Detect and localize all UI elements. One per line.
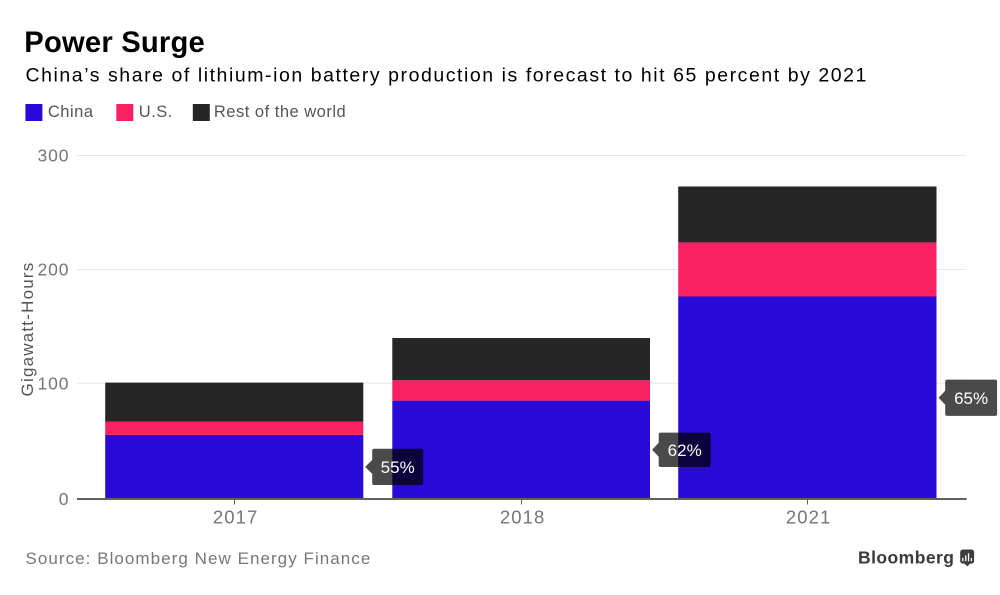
svg-text:2018: 2018 bbox=[500, 507, 546, 528]
svg-text:62%: 62% bbox=[668, 441, 702, 460]
svg-text:U.S.: U.S. bbox=[139, 103, 173, 121]
svg-text:China’s share of lithium-ion b: China’s share of lithium-ion battery pro… bbox=[26, 65, 868, 87]
svg-text:Bloomberg: Bloomberg bbox=[858, 548, 954, 568]
svg-text:0: 0 bbox=[59, 489, 69, 509]
svg-text:2017: 2017 bbox=[213, 507, 259, 528]
svg-text:55%: 55% bbox=[381, 458, 415, 477]
svg-text:Gigawatt-Hours: Gigawatt-Hours bbox=[18, 262, 37, 397]
svg-text:Power Surge: Power Surge bbox=[24, 27, 205, 59]
svg-text:300: 300 bbox=[37, 146, 69, 166]
svg-text:65%: 65% bbox=[954, 389, 988, 408]
svg-text:Rest of the world: Rest of the world bbox=[214, 103, 346, 121]
svg-text:200: 200 bbox=[37, 260, 69, 280]
svg-text:China: China bbox=[48, 103, 94, 121]
svg-text:2021: 2021 bbox=[786, 507, 832, 528]
svg-text:Source: Bloomberg New Energy F: Source: Bloomberg New Energy Finance bbox=[26, 549, 372, 568]
svg-text:100: 100 bbox=[37, 373, 69, 393]
